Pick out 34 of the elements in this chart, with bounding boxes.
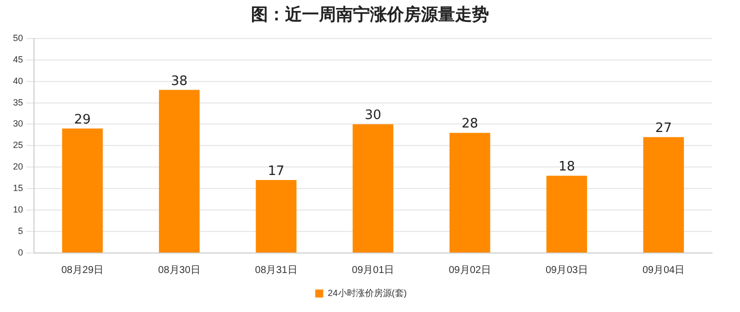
x-tick-label: 08月31日 <box>255 264 298 276</box>
y-tick-label: 50 <box>12 32 24 43</box>
x-tick-label: 09月01日 <box>352 264 394 276</box>
y-tick-label: 5 <box>18 226 24 236</box>
data-label: 27 <box>655 120 672 136</box>
bar <box>450 132 490 252</box>
y-tick-label: 40 <box>12 76 24 86</box>
y-tick-label: 35 <box>12 97 24 108</box>
y-tick-label: 45 <box>12 54 24 64</box>
y-tick-label: 10 <box>12 204 24 215</box>
data-label: 38 <box>171 74 188 89</box>
data-label: 18 <box>558 160 575 175</box>
x-tick-label: 08月30日 <box>158 264 200 276</box>
x-tick-label: 09月04日 <box>642 264 685 276</box>
bar <box>546 176 588 252</box>
bar <box>643 137 684 252</box>
data-label: 28 <box>462 116 478 132</box>
bar <box>352 124 394 252</box>
y-tick-label: 30 <box>12 118 24 129</box>
legend-label: 24小时涨价房源(套) <box>328 288 407 298</box>
chart-title: 图：近一周南宁涨价房源量走势 <box>250 4 490 27</box>
data-label: 30 <box>364 108 382 124</box>
x-tick-label: 09月03日 <box>546 264 588 276</box>
x-tick-label: 08月29日 <box>61 264 104 276</box>
y-tick-label: 25 <box>12 140 24 150</box>
data-label: 17 <box>268 164 284 179</box>
y-tick-label: 15 <box>12 183 24 194</box>
x-tick-label: 09月02日 <box>448 264 491 276</box>
y-tick-label: 0 <box>18 247 24 258</box>
bar <box>158 90 200 252</box>
bar <box>62 128 103 252</box>
y-tick-label: 20 <box>12 162 24 172</box>
data-label: 29 <box>74 112 91 128</box>
bar <box>256 180 296 252</box>
